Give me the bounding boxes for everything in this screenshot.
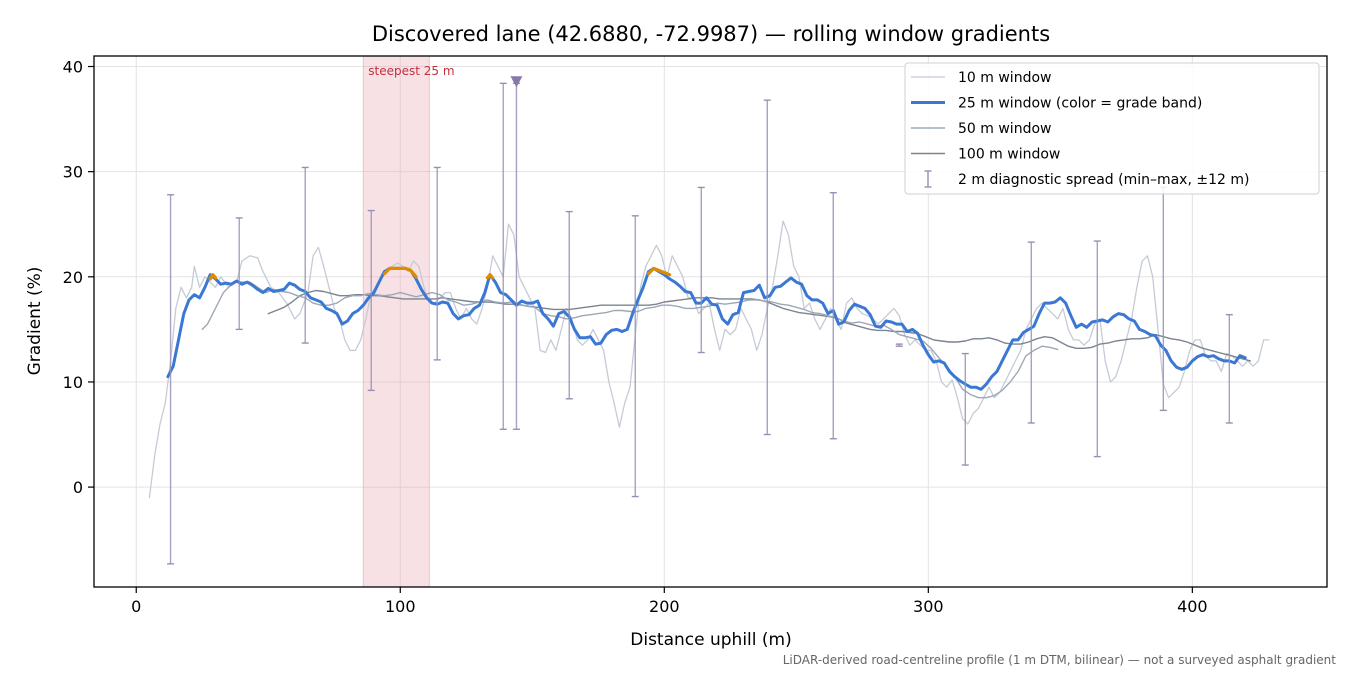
- series-line-50-m-window: [201, 281, 1059, 399]
- errorbars-layer: [167, 82, 1233, 565]
- errorbar-7: [565, 210, 573, 400]
- errorbar-11: [829, 191, 837, 440]
- legend-label: 10 m window: [958, 70, 1051, 86]
- legend-label: 2 m diagnostic spread (min–max, ±12 m): [958, 172, 1249, 188]
- chart-title: Discovered lane (42.6880, -72.9987) — ro…: [372, 22, 1050, 46]
- errorbar-3: [367, 209, 375, 392]
- legend-label: 25 m window (color = grade band): [958, 96, 1202, 112]
- errorbar-8: [631, 215, 639, 498]
- highlight-band-label: steepest 25 m: [368, 64, 454, 78]
- x-tick-label-300: 300: [913, 597, 944, 616]
- legend-box: [904, 62, 1320, 195]
- legend: 10 m window 25 m window (color = grade ba…: [904, 62, 1320, 195]
- legend-item-50-m-window: 50 m window: [911, 121, 1051, 137]
- x-axis-label: Distance uphill (m): [630, 630, 791, 650]
- highlight-band-rect: [362, 55, 430, 588]
- axis-ticks: 0 100 200 300 400 0 10 20 30 40: [63, 58, 1208, 616]
- y-tick-label-30: 30: [63, 163, 83, 182]
- x-tick-label-200: 200: [649, 597, 680, 616]
- errorbar-12: [895, 343, 903, 347]
- y-tick-label-0: 0: [73, 478, 83, 497]
- y-tick-label-40: 40: [63, 58, 83, 77]
- errorbar-0: [167, 194, 175, 565]
- series-line-10-m-window: [148, 220, 1270, 499]
- marker-triangle: [510, 76, 523, 88]
- errorbar-10: [763, 99, 771, 436]
- errorbar-2: [301, 166, 309, 344]
- errorbar-17: [1225, 313, 1233, 424]
- series-line-25-m-window-color-grade-band: [166, 266, 1247, 391]
- x-tick-label-0: 0: [131, 597, 141, 616]
- grade-band-segment-2: [485, 273, 495, 280]
- legend-item-25-m-window-color-grade-band: 25 m window (color = grade band): [911, 96, 1202, 112]
- y-tick-label-20: 20: [63, 268, 83, 287]
- footnote: LiDAR-derived road-centreline profile (1…: [783, 653, 1337, 667]
- errorbar-9: [697, 186, 705, 354]
- marker-layer: [510, 76, 523, 88]
- grade-band-segment-1: [382, 266, 418, 279]
- legend-label: 100 m window: [958, 147, 1060, 163]
- errorbar-1: [235, 217, 243, 331]
- errorbar-14: [1027, 241, 1035, 424]
- x-tick-label-400: 400: [1177, 597, 1208, 616]
- y-axis-label: Gradient (%): [25, 267, 45, 376]
- errorbar-4: [433, 166, 441, 361]
- grade-band-segment-0: [208, 273, 218, 281]
- highlight-band: steepest 25 m: [362, 55, 455, 588]
- legend-item-2-m-diagnostic-spread-min-max-12-m: 2 m diagnostic spread (min–max, ±12 m): [924, 170, 1249, 188]
- x-tick-label-100: 100: [385, 597, 416, 616]
- y-tick-label-10: 10: [63, 373, 83, 392]
- errorbar-13: [961, 352, 969, 466]
- plot-frame: [93, 55, 1328, 588]
- grade-band-segment-3: [646, 266, 672, 277]
- errorbar-5: [499, 82, 507, 430]
- legend-item-10-m-window: 10 m window: [911, 70, 1051, 86]
- legend-label: 50 m window: [958, 121, 1051, 137]
- series-layer: [148, 220, 1270, 499]
- errorbar-15: [1093, 240, 1101, 458]
- legend-item-100-m-window: 100 m window: [911, 147, 1060, 163]
